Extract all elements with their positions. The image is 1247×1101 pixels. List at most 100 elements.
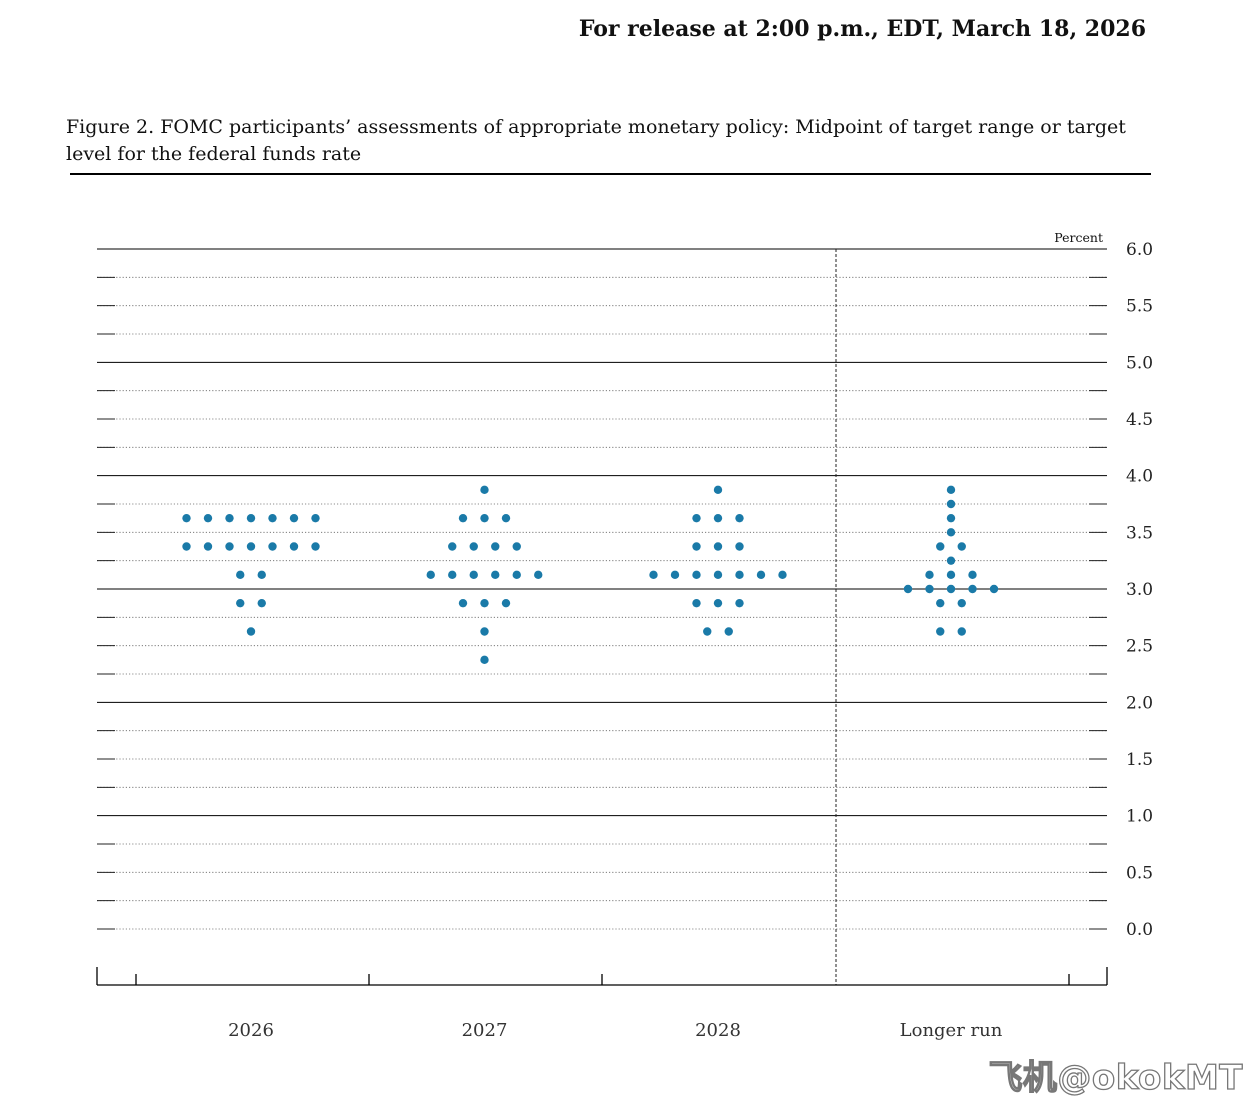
x-category-label: 2028 [695,1020,741,1041]
dot-2027 [480,627,489,636]
dot-2026 [246,513,256,523]
figure-title: Figure 2. FOMC participants’ assessments… [66,116,1126,165]
dot-2027 [458,513,468,523]
dot-2026 [236,598,245,608]
dot-2028 [735,570,744,580]
dot-longer-run [946,556,956,565]
dot-longer-run [925,570,934,580]
dot-2028 [735,513,744,523]
dot-2026 [225,542,234,551]
y-tick-label: 4.5 [1126,410,1153,430]
dot-2028 [649,570,658,580]
dot-2026 [289,542,299,551]
dot-longer-run [946,485,956,495]
y-tick-label: 0.0 [1126,920,1153,940]
dot-2027 [480,598,489,608]
dot-2027 [480,655,489,665]
dot-2027 [501,513,511,523]
dot-layer [182,485,999,665]
dot-longer-run [903,584,913,594]
dot-2027 [469,542,478,551]
dot-2027 [426,570,435,580]
dot-2026 [311,542,320,551]
unit-label: Percent [1054,230,1103,245]
dot-2027 [491,570,500,580]
dot-longer-run [957,542,966,551]
release-date-text: For release at 2:00 p.m., EDT, March 18,… [578,16,1146,42]
dot-2028 [670,570,680,580]
dot-longer-run [946,570,956,580]
dot-2027 [480,513,489,523]
dot-2026 [289,513,299,523]
dot-2028 [735,598,744,608]
y-tick-label: 1.5 [1126,750,1153,770]
y-tick-label: 5.5 [1126,297,1153,317]
dot-longer-run [946,584,956,594]
dot-2027 [491,542,500,551]
x-category-label: Longer run [900,1020,1003,1041]
dot-2026 [268,542,277,551]
dot-2027 [448,542,457,551]
dot-2026 [203,513,213,523]
dot-2027 [512,542,521,551]
dot-2027 [480,485,489,495]
dot-2028 [713,570,723,580]
dot-longer-run [946,513,956,523]
dot-2026 [268,513,277,523]
dot-longer-run [957,627,966,636]
dot-2026 [236,570,245,580]
dot-longer-run [957,598,966,608]
dot-2027 [512,570,521,580]
x-category-label: 2026 [228,1020,274,1041]
title-rule [70,173,1151,175]
dot-longer-run [968,584,977,594]
y-tick-label: 3.0 [1126,580,1153,600]
dot-longer-run [968,570,977,580]
axes [96,249,1108,986]
dot-2028 [692,513,701,523]
dot-longer-run [989,584,999,594]
dot-longer-run [936,598,945,608]
dot-2026 [311,513,320,523]
dot-2027 [448,570,457,580]
dot-2028 [692,598,701,608]
y-tick-label: 1.0 [1126,807,1153,827]
watermark: 飞机@okokMT [988,1057,1243,1098]
dot-longer-run [946,499,956,509]
x-category-label: 2027 [462,1020,508,1041]
y-tick-label: 2.0 [1126,693,1153,713]
dot-2028 [735,542,744,551]
y-tick-label: 3.5 [1126,523,1153,543]
dot-2027 [458,598,468,608]
dot-2027 [501,598,511,608]
dot-2028 [692,570,701,580]
dot-2028 [724,627,733,636]
dot-2028 [713,485,723,495]
dot-2026 [203,542,213,551]
dot-2027 [534,570,543,580]
dot-2026 [225,513,234,523]
y-tick-label: 0.5 [1126,863,1153,883]
dot-2026 [246,542,256,551]
dot-2027 [469,570,478,580]
y-tick-label: 4.0 [1126,467,1153,487]
dot-2028 [692,542,701,551]
dot-2028 [703,627,712,636]
dot-2028 [756,570,766,580]
dot-2026 [246,627,256,636]
dot-2028 [713,513,723,523]
grid-lines [97,248,1107,930]
dot-longer-run [946,528,956,537]
dot-2026 [257,598,266,608]
tick-labels: 6.0 5.5 5.0 4.5 4.0 3.5 3.0 2.5 2.0 1.5 1.0 0.5 0.0 P… [228,230,1153,1041]
dot-2028 [778,570,787,580]
dot-2028 [713,542,723,551]
dot-2026 [182,513,191,523]
y-tick-label: 6.0 [1126,240,1153,260]
dot-longer-run [936,542,945,551]
y-tick-label: 5.0 [1126,353,1153,373]
dot-2028 [713,598,723,608]
y-tick-label: 2.5 [1126,637,1153,657]
dot-longer-run [925,584,934,594]
